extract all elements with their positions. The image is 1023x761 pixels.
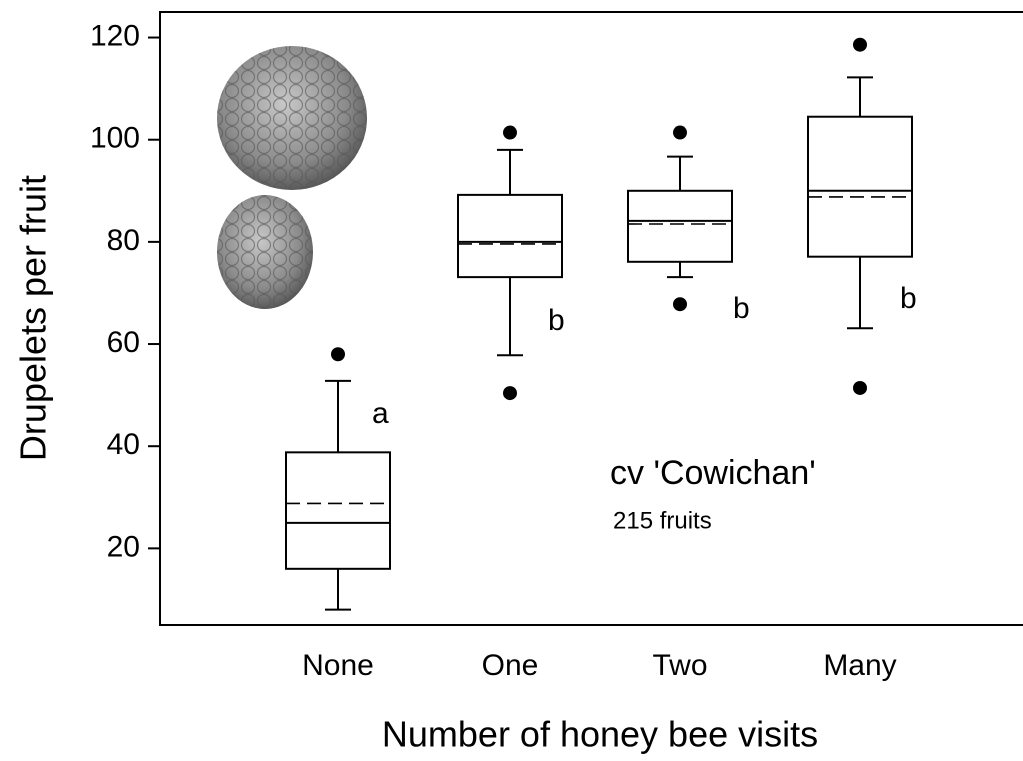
x-tick-label: Many [823,649,896,682]
outlier [673,126,687,140]
small-fruit-texture [217,195,313,309]
large-fruit-texture [217,46,367,190]
chart: Number of honey bee visits Drupelets per… [0,0,1023,761]
y-tick-label: 20 [107,530,140,563]
annotation: cv 'Cowichan' [610,454,816,492]
outlier [673,297,687,311]
y-tick-label: 80 [107,224,140,257]
outlier [503,126,517,140]
y-tick-label: 40 [107,428,140,461]
box [458,195,562,277]
y-tick-label: 100 [90,122,140,155]
outlier [853,38,867,52]
x-tick-label: One [482,649,539,682]
group-letter: b [548,304,565,337]
box [808,117,912,257]
y-axis-title: Drupelets per fruit [13,175,54,461]
box [628,191,732,262]
y-tick-label: 60 [107,326,140,359]
x-tick-label: Two [652,649,707,682]
x-tick-label: None [302,649,374,682]
group-letter: b [733,292,750,325]
outlier [331,347,345,361]
group-letter: a [372,397,389,430]
annotation: 215 fruits [613,507,712,534]
fruit-images [217,46,367,309]
group-letter: b [900,282,917,315]
outlier [853,381,867,395]
outlier [503,386,517,400]
y-tick-label: 120 [90,19,140,52]
x-axis-title: Number of honey bee visits [382,714,818,755]
box [286,452,390,568]
